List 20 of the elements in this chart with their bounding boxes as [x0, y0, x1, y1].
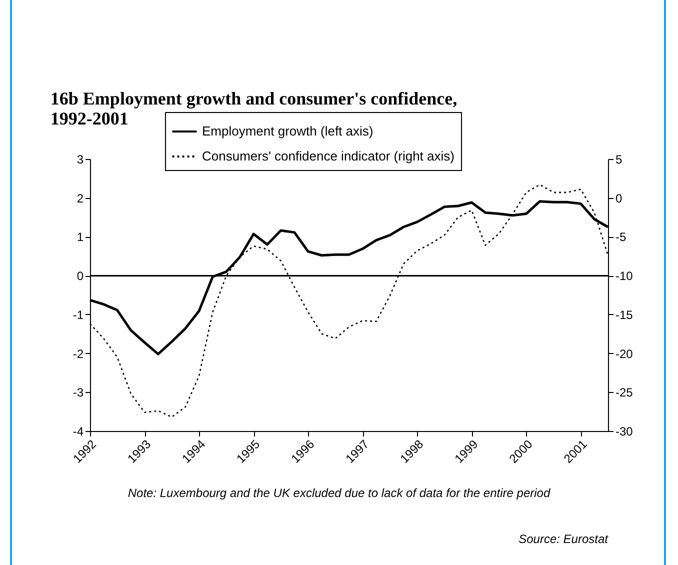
- y-tick-label: 1: [76, 230, 84, 244]
- y-tick-label: -4: [72, 424, 84, 438]
- legend-label: Employment growth (left axis): [202, 124, 374, 138]
- y-tick-label: -1: [72, 308, 84, 322]
- y2-tick-label: -20: [616, 346, 634, 361]
- y-tick-label: -2: [72, 346, 84, 361]
- y2-tick-label: -10: [616, 269, 634, 284]
- y2-tick-label: 5: [616, 152, 622, 166]
- y2-tick-label: -15: [616, 308, 634, 322]
- text: Note: Luxembourg and the UK excluded due to lack of data for the entire period: [126, 486, 552, 500]
- y-tick-label: 0: [76, 269, 84, 284]
- y2-tick-label: -25: [616, 386, 634, 400]
- y2-tick-label: 0: [616, 191, 622, 206]
- y-tick-label: 2: [76, 191, 84, 206]
- legend-label: Consumers' confidence indicator (right axis): [202, 148, 454, 164]
- source-note: Source: Eurostat: [518, 532, 608, 546]
- y-tick-label: 3: [76, 152, 84, 166]
- y2-tick-label: -5: [616, 230, 626, 244]
- y2-tick-label: -30: [616, 424, 634, 438]
- y-tick-label: -3: [72, 386, 84, 400]
